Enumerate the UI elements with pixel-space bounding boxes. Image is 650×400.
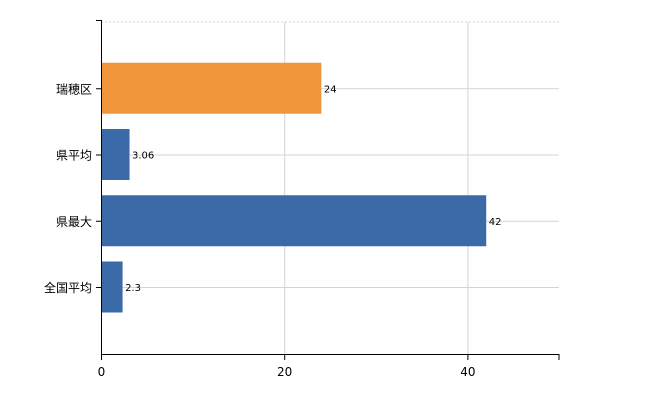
data-label-1: 3.06: [132, 151, 154, 162]
labels: 24 瑞穂区 3.06 県平均 42 県最大 2.3 全国平均 0 20 40: [44, 82, 501, 379]
x-tick-label-20: 20: [277, 365, 292, 379]
bar-1: [101, 129, 130, 180]
axes: [96, 20, 560, 360]
category-label-3: 全国平均: [44, 280, 92, 295]
data-label-2: 42: [489, 217, 502, 228]
bar-0: [101, 62, 322, 114]
data-label-3: 2.3: [125, 283, 141, 294]
category-label-0: 瑞穂区: [56, 82, 92, 96]
data-label-0: 24: [324, 84, 337, 95]
category-label-1: 県平均: [56, 149, 92, 163]
x-tick-label-0: 0: [98, 365, 106, 379]
bar-2: [101, 195, 487, 247]
category-label-2: 県最大: [56, 215, 92, 229]
x-tick-label-40: 40: [460, 365, 475, 379]
bar-3: [101, 261, 123, 313]
bars: [101, 62, 487, 313]
